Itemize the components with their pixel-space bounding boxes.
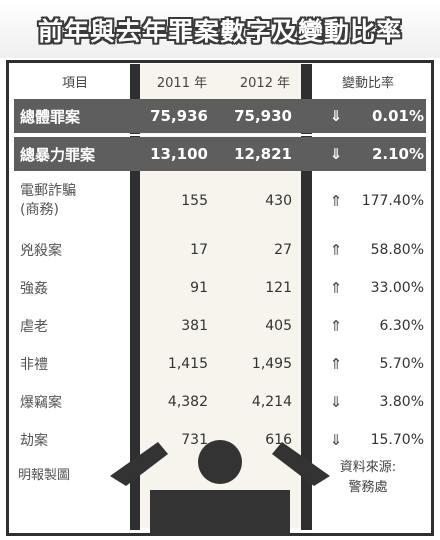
value-2012: 12,821 bbox=[234, 145, 292, 163]
row-label: 強姦 bbox=[20, 281, 48, 297]
down-double-arrow-icon: ⇓ bbox=[329, 145, 343, 163]
table-row: 非禮 1,415 1,495 ⇑ 5.70% bbox=[14, 346, 426, 382]
up-double-arrow-icon: ⇑ bbox=[329, 355, 343, 373]
down-double-arrow-icon: ⇓ bbox=[329, 107, 343, 125]
value-2011: 75,936 bbox=[150, 107, 208, 125]
row-label: 兇殺案 bbox=[20, 243, 62, 259]
source-note: 資料來源: 警務處 bbox=[318, 458, 418, 498]
down-double-arrow-icon: ⇓ bbox=[329, 431, 343, 449]
value-2011: 13,100 bbox=[150, 145, 208, 163]
value-2012: 405 bbox=[265, 318, 292, 334]
row-label: 總暴力罪案 bbox=[20, 145, 96, 164]
change-percent: 2.10% bbox=[371, 145, 424, 163]
table-row: 總體罪案 75,936 75,930 ⇓ 0.01% bbox=[14, 99, 426, 133]
up-double-arrow-icon: ⇑ bbox=[329, 279, 343, 297]
source-name: 警務處 bbox=[348, 480, 388, 495]
table-row: 虐老 381 405 ⇑ 6.30% bbox=[14, 308, 426, 344]
value-2012: 616 bbox=[265, 432, 292, 448]
change-percent: 15.70% bbox=[370, 432, 424, 448]
row-label: 非禮 bbox=[20, 357, 48, 373]
value-2011: 731 bbox=[181, 432, 208, 448]
change-percent: 177.40% bbox=[361, 193, 424, 209]
table-row: 總暴力罪案 13,100 12,821 ⇓ 2.10% bbox=[14, 137, 426, 171]
header-2011: 2011 年 bbox=[156, 75, 208, 91]
table-row: 強姦 91 121 ⇑ 33.00% bbox=[14, 270, 426, 306]
down-double-arrow-icon: ⇓ bbox=[329, 393, 343, 411]
value-2011: 155 bbox=[181, 193, 208, 209]
change-percent: 5.70% bbox=[379, 356, 424, 372]
row-separator bbox=[14, 134, 426, 136]
up-double-arrow-icon: ⇑ bbox=[329, 241, 343, 259]
change-percent: 3.80% bbox=[379, 394, 424, 410]
change-percent: 58.80% bbox=[370, 242, 424, 258]
row-label-line1: 電郵詐騙 bbox=[20, 183, 76, 199]
table-row: 劫案 731 616 ⇓ 15.70% bbox=[14, 422, 426, 458]
value-2011: 381 bbox=[181, 318, 208, 334]
table-row: 兇殺案 17 27 ⇑ 58.80% bbox=[14, 232, 426, 268]
row-label: 電郵詐騙 (商務) bbox=[20, 176, 130, 226]
value-2012: 27 bbox=[274, 242, 292, 258]
table-row: 爆竊案 4,382 4,214 ⇓ 3.80% bbox=[14, 384, 426, 420]
row-label: 總體罪案 bbox=[20, 107, 81, 126]
title-banner: 前年與去年罪案數字及變動比率 bbox=[0, 0, 440, 58]
change-percent: 33.00% bbox=[370, 280, 424, 296]
row-label-line2: (商務) bbox=[20, 202, 59, 218]
row-label: 劫案 bbox=[20, 433, 48, 449]
value-2012: 1,495 bbox=[251, 356, 292, 372]
value-2011: 4,382 bbox=[167, 394, 208, 410]
up-double-arrow-icon: ⇑ bbox=[329, 317, 343, 335]
header-2012: 2012 年 bbox=[239, 75, 291, 91]
header-change: 變動比率 bbox=[341, 75, 394, 91]
value-2011: 1,415 bbox=[167, 356, 208, 372]
column-divider-right bbox=[301, 64, 312, 530]
value-2011: 91 bbox=[190, 280, 208, 296]
value-2012: 4,214 bbox=[251, 394, 292, 410]
value-2012: 121 bbox=[265, 280, 292, 296]
value-2011: 17 bbox=[190, 242, 208, 258]
table-header: 項目 2011 年 2012 年 變動比率 bbox=[14, 68, 426, 94]
credit-label: 明報製圖 bbox=[18, 468, 71, 483]
source-label: 資料來源: bbox=[339, 460, 397, 475]
change-percent: 6.30% bbox=[379, 318, 424, 334]
value-2012: 430 bbox=[265, 193, 292, 209]
row-label: 爆竊案 bbox=[20, 395, 62, 411]
column-divider-left bbox=[130, 64, 140, 530]
podium-figure-icon bbox=[110, 440, 330, 536]
value-2012: 75,930 bbox=[234, 107, 292, 125]
table-row: 電郵詐騙 (商務) 155 430 ⇑ 177.40% bbox=[14, 176, 426, 226]
up-double-arrow-icon: ⇑ bbox=[329, 192, 343, 210]
page-title: 前年與去年罪案數字及變動比率 bbox=[37, 17, 402, 46]
change-percent: 0.01% bbox=[371, 107, 424, 125]
header-item: 項目 bbox=[61, 75, 88, 91]
row-label: 虐老 bbox=[20, 319, 48, 335]
